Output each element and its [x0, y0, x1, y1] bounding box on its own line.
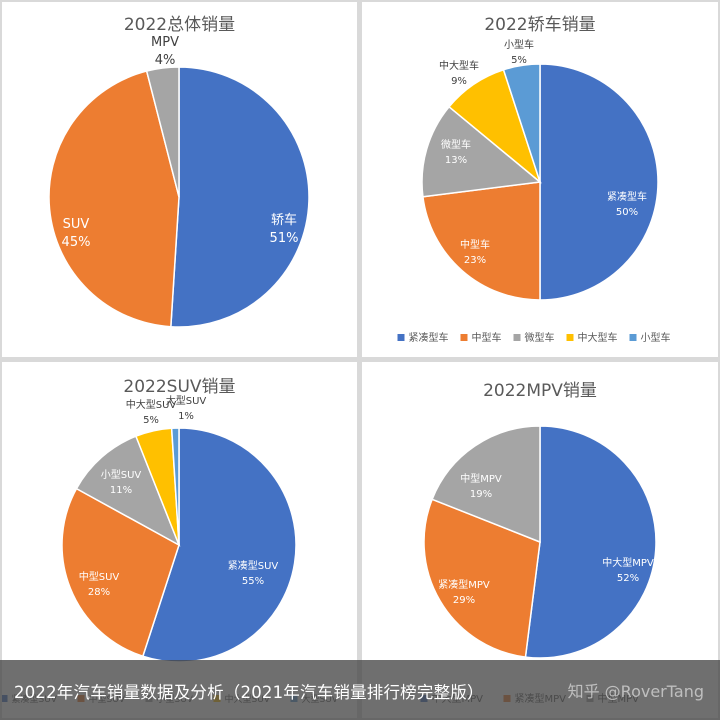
slice-category-label: MPV — [151, 35, 179, 50]
caption-text: 2022年汽车销量数据及分析（2021年汽车销量排行榜完整版） — [14, 683, 484, 702]
legend-label: 微型车 — [525, 331, 555, 344]
chart-panel-sedan: 2022轿车销量 紧凑型车 50% 中型车 23% 微型车 13% 中大型车 9% 小型车 5% 紧… — [362, 2, 718, 357]
slice-percent-label: 13% — [445, 155, 467, 166]
slice-category-label: 中大型MPV — [602, 556, 654, 569]
chart-title-overall: 2022总体销量 — [123, 15, 236, 35]
slice-category-label: 紧凑型车 — [607, 190, 647, 203]
slice-category-label: 轿车 — [271, 212, 297, 228]
slice-percent-label: 11% — [110, 485, 132, 496]
slice-percent-label: 50% — [616, 207, 638, 218]
legend-swatch — [397, 334, 405, 341]
pie-slice-5 — [170, 427, 180, 546]
pie-slice-1 — [524, 425, 657, 659]
slice-percent-label: 23% — [464, 255, 486, 266]
legend-swatch — [629, 334, 637, 341]
slice-percent-label: 9% — [451, 76, 467, 87]
pie-slice-1 — [539, 63, 659, 301]
slice-percent-label: 5% — [511, 55, 527, 66]
chart-title-sedan: 2022轿车销量 — [484, 15, 596, 35]
chart-panel-suv: 2022SUV销量 紧凑型SUV 55% 中型SUV 28% 小型SUV 11% 中大型SU… — [2, 362, 357, 718]
slice-percent-label: 4% — [155, 53, 176, 68]
pie-slice-2 — [48, 70, 180, 328]
legend-swatch — [460, 334, 468, 341]
legend-label: 紧凑型车 — [409, 331, 449, 344]
slice-percent-label: 28% — [88, 587, 110, 598]
slice-category-label: 小型车 — [504, 38, 534, 51]
legend-label: 中大型车 — [578, 331, 618, 344]
pie-slice-1 — [170, 66, 310, 328]
slice-category-label: 紧凑型SUV — [228, 559, 279, 572]
slice-category-label: 中型MPV — [460, 472, 502, 485]
pie-slice-2 — [61, 487, 180, 658]
slice-category-label: 中大型车 — [439, 59, 479, 72]
pie-chart-suv: 紧凑型SUV 55% 中型SUV 28% 小型SUV 11% 中大型SUV 5% 大型SUV 1%… — [2, 394, 339, 705]
pie-slice-3 — [75, 435, 181, 547]
chart-panel-overall: 2022总体销量 轿车 51% SUV 45% MPV 4% — [2, 2, 357, 357]
slice-percent-label: 1% — [178, 411, 194, 422]
slice-percent-label: 52% — [617, 573, 639, 584]
pie-slice-2 — [423, 498, 541, 658]
slice-category-label: 小型SUV — [101, 468, 142, 481]
pie-slice-5 — [502, 63, 541, 183]
slice-category-label: 大型SUV — [166, 394, 207, 407]
slice-percent-label: 5% — [143, 415, 159, 426]
chart-title-suv: 2022SUV销量 — [123, 377, 236, 397]
slice-category-label: 中大型SUV — [126, 398, 177, 411]
legend-swatch — [566, 334, 574, 341]
slice-category-label: 微型车 — [441, 138, 471, 151]
slice-percent-label: 19% — [470, 489, 492, 500]
slice-category-label: 中型车 — [460, 238, 490, 251]
legend-label: 小型车 — [641, 331, 671, 344]
legend-label: 中型车 — [472, 331, 502, 344]
pie-slice-3 — [145, 66, 180, 198]
pie-slice-2 — [422, 181, 541, 301]
slice-percent-label: 55% — [242, 576, 264, 587]
caption-bar — [0, 660, 720, 720]
slice-category-label: 紧凑型MPV — [438, 578, 490, 591]
slice-percent-label: 45% — [62, 235, 91, 250]
pie-slice-3 — [431, 425, 541, 544]
watermark: 知乎 @RoverTang — [567, 682, 704, 701]
legend-swatch — [513, 334, 521, 341]
pie-slice-3 — [421, 105, 542, 198]
slice-percent-label: 51% — [270, 231, 299, 246]
slice-category-label: SUV — [63, 217, 90, 232]
slice-category-label: 中型SUV — [79, 570, 120, 583]
chart-title-mpv: 2022MPV销量 — [483, 381, 597, 401]
pie-chart-overall: 轿车 51% SUV 45% MPV 4% — [48, 35, 310, 328]
slice-percent-label: 29% — [453, 595, 475, 606]
